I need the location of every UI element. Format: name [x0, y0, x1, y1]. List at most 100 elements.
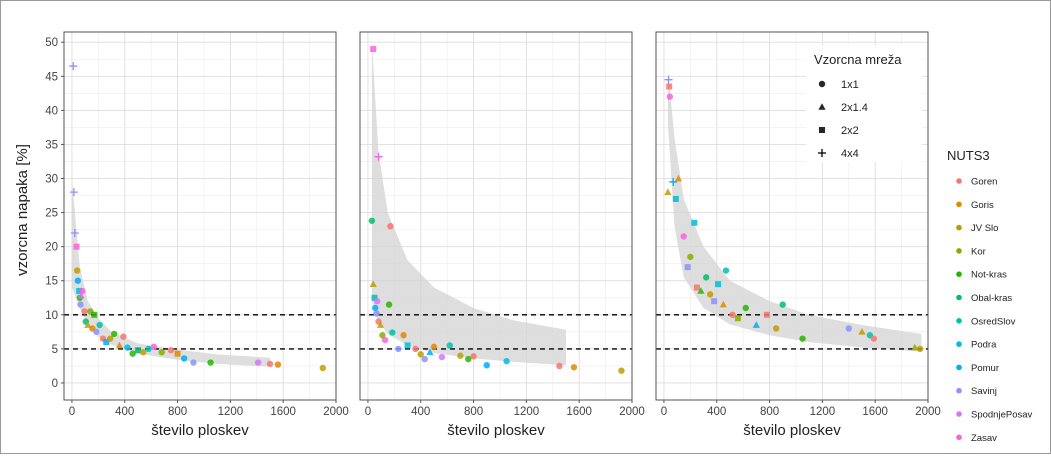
- data-point: [74, 277, 82, 284]
- panel-2: 0 400 800 1200 1600 2000 število ploskev: [359, 31, 645, 439]
- data-point: [103, 339, 110, 346]
- legend-color-label: Goris: [971, 200, 994, 211]
- x-tick-label: 1200: [218, 406, 244, 418]
- data-point: [417, 351, 424, 358]
- legend-color-swatch: [956, 201, 962, 208]
- data-point: [93, 328, 100, 336]
- legend-color-label: Kor: [971, 246, 986, 257]
- x-tick-label: 400: [707, 406, 726, 418]
- data-point: [799, 335, 806, 342]
- data-point: [483, 362, 490, 369]
- data-point: [722, 267, 730, 274]
- data-point: [134, 347, 141, 354]
- panel-border: [359, 31, 633, 401]
- data-point: [446, 342, 453, 349]
- data-point: [107, 335, 114, 342]
- data-point: [81, 308, 88, 315]
- legend-color-label: Not-kras: [971, 270, 1007, 281]
- legend-color-label: Zasav: [971, 433, 997, 444]
- data-point: [73, 243, 80, 250]
- data-point: [570, 364, 578, 371]
- y-tick-label: 40: [45, 105, 58, 117]
- x-axis-label: število ploskev: [151, 422, 249, 439]
- data-point: [77, 301, 84, 308]
- data-point: [457, 352, 464, 359]
- data-point: [387, 223, 394, 230]
- data-point: [129, 350, 136, 357]
- data-point: [110, 330, 118, 338]
- y-axis-label: vzorcna napaka [%]: [14, 144, 31, 276]
- data-point: [711, 298, 718, 305]
- data-point: [426, 348, 434, 356]
- legend-color-label: Podra: [971, 340, 997, 351]
- panel-border: [63, 31, 337, 401]
- panel-border: [655, 31, 929, 401]
- data-point: [687, 253, 694, 261]
- legend-color-swatch: [956, 341, 962, 347]
- legend-color-swatch: [956, 178, 962, 184]
- legend-color: NUTS3 Goren Goris JV Slo Kor Not-kras Obal-kra…: [947, 148, 1033, 444]
- legend-color-label: Savinj: [971, 386, 997, 397]
- data-point: [145, 345, 152, 353]
- data-point: [719, 300, 727, 308]
- data-point: [389, 329, 396, 336]
- legend-shape-key: [818, 103, 826, 110]
- data-point: [369, 280, 377, 287]
- data-point: [465, 355, 472, 363]
- data-point: [430, 343, 438, 351]
- data-point: [319, 364, 326, 372]
- data-point: [421, 355, 428, 363]
- data-point: [618, 367, 625, 374]
- data-point: [772, 325, 780, 332]
- data-point: [669, 177, 678, 186]
- legend-color-label: SpodnjePosav: [971, 410, 1033, 421]
- confidence-band: [371, 42, 566, 366]
- y-tick-label: 0: [52, 378, 58, 390]
- data-point: [400, 332, 407, 339]
- legend-color-swatch: [956, 434, 962, 441]
- legend-color-swatch: [956, 364, 962, 371]
- data-point: [870, 335, 878, 342]
- data-point: [70, 229, 79, 238]
- y-tick-label: 50: [45, 37, 58, 49]
- data-point: [84, 321, 92, 328]
- data-point: [763, 311, 770, 318]
- data-point: [373, 310, 380, 317]
- x-axis-label: število ploskev: [743, 422, 841, 439]
- data-point: [368, 217, 376, 224]
- data-point: [706, 291, 714, 298]
- data-point: [858, 328, 866, 335]
- x-axis-label: število ploskev: [447, 422, 545, 439]
- data-point: [158, 349, 165, 356]
- data-point: [174, 350, 181, 357]
- data-point: [371, 294, 378, 301]
- data-point: [752, 321, 760, 328]
- y-tick-label: 20: [45, 242, 58, 254]
- data-point: [69, 188, 78, 197]
- data-point: [664, 188, 672, 195]
- data-point: [124, 344, 131, 351]
- data-point: [374, 152, 383, 161]
- data-point: [715, 281, 722, 288]
- data-point: [379, 332, 386, 339]
- y-tick-label: 35: [45, 139, 58, 151]
- data-point: [370, 46, 377, 53]
- data-point: [274, 361, 282, 368]
- data-point: [412, 345, 419, 353]
- legend-color-label: Pomur: [971, 363, 999, 374]
- legend-color-label: Goren: [971, 177, 997, 188]
- data-point: [734, 315, 741, 322]
- legend-color-swatch: [956, 411, 962, 417]
- data-point: [376, 321, 385, 328]
- data-point: [674, 174, 683, 182]
- y-tick-label: 15: [45, 276, 58, 288]
- data-point: [207, 359, 214, 366]
- data-point: [180, 355, 188, 362]
- data-point: [672, 195, 679, 202]
- data-point: [470, 353, 477, 360]
- x-tick-label: 2000: [323, 406, 349, 418]
- data-point: [190, 359, 197, 366]
- data-point: [167, 347, 175, 354]
- legend-shape: Vzorcna mreža 1x1 2x1.4 2x2 4x4: [806, 46, 922, 162]
- legend-color-swatch: [956, 294, 962, 301]
